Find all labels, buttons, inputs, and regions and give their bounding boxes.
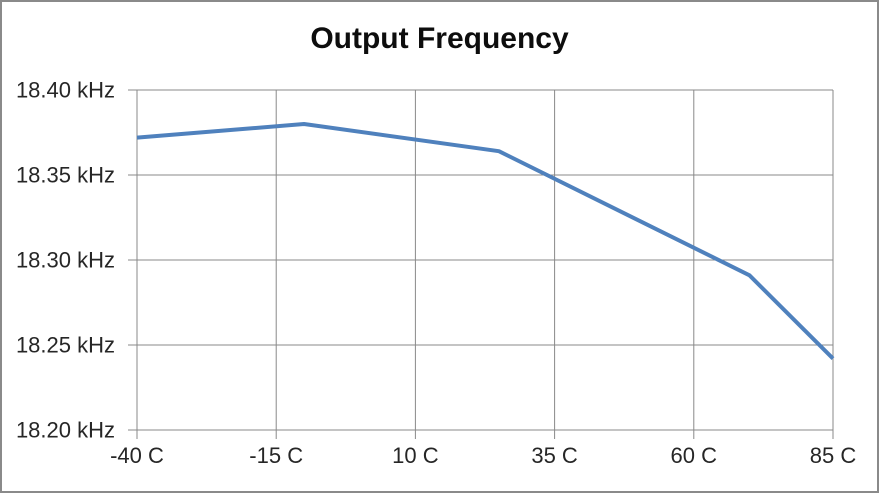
x-axis-tick-label: 35 C	[531, 443, 578, 468]
y-axis-tick-label: 18.30 kHz	[16, 248, 115, 273]
data-series-line	[136, 122, 835, 361]
x-axis-tick-label: -15 C	[249, 443, 303, 468]
x-axis-tick-label: -40 C	[110, 443, 164, 468]
y-axis-tick-label: 18.20 kHz	[16, 418, 115, 443]
y-axis-tick-label: 18.35 kHz	[16, 163, 115, 188]
y-axis-tick-label: 18.25 kHz	[16, 333, 115, 358]
x-axis-tick-label: 85 C	[810, 443, 857, 468]
x-axis-tick-label: 10 C	[392, 443, 439, 468]
y-axis-tick-label: 18.40 kHz	[16, 78, 115, 103]
x-axis-tick-label: 60 C	[671, 443, 718, 468]
